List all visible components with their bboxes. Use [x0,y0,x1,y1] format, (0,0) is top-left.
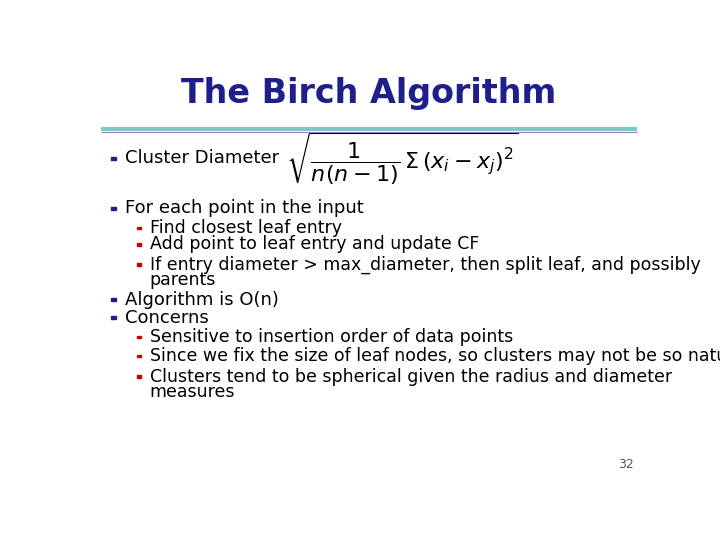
Text: Add point to leaf entry and update CF: Add point to leaf entry and update CF [150,235,479,253]
Text: Cluster Diameter: Cluster Diameter [125,150,279,167]
Text: Since we fix the size of leaf nodes, so clusters may not be so natural: Since we fix the size of leaf nodes, so … [150,347,720,365]
Text: 32: 32 [618,458,634,471]
Text: Clusters tend to be spherical given the radius and diameter: Clusters tend to be spherical given the … [150,368,672,386]
Text: If entry diameter > max_diameter, then split leaf, and possibly: If entry diameter > max_diameter, then s… [150,255,701,274]
Text: Sensitive to insertion order of data points: Sensitive to insertion order of data poi… [150,328,513,346]
FancyBboxPatch shape [138,355,141,357]
Text: measures: measures [150,383,235,401]
FancyBboxPatch shape [111,298,116,301]
FancyBboxPatch shape [138,263,141,266]
Text: Find closest leaf entry: Find closest leaf entry [150,219,342,237]
FancyBboxPatch shape [138,375,141,378]
FancyBboxPatch shape [111,207,116,210]
Text: Concerns: Concerns [125,308,209,327]
FancyBboxPatch shape [138,243,141,246]
FancyBboxPatch shape [111,157,116,160]
Text: $\sqrt{\dfrac{1}{n(n-1)}\,\Sigma\,(x_i - x_j)^2}$: $\sqrt{\dfrac{1}{n(n-1)}\,\Sigma\,(x_i -… [287,130,518,186]
Text: The Birch Algorithm: The Birch Algorithm [181,77,557,110]
Text: Algorithm is O(n): Algorithm is O(n) [125,291,279,309]
FancyBboxPatch shape [138,336,141,339]
FancyBboxPatch shape [111,316,116,319]
FancyBboxPatch shape [138,227,141,229]
Text: For each point in the input: For each point in the input [125,199,364,217]
Text: parents: parents [150,271,216,289]
